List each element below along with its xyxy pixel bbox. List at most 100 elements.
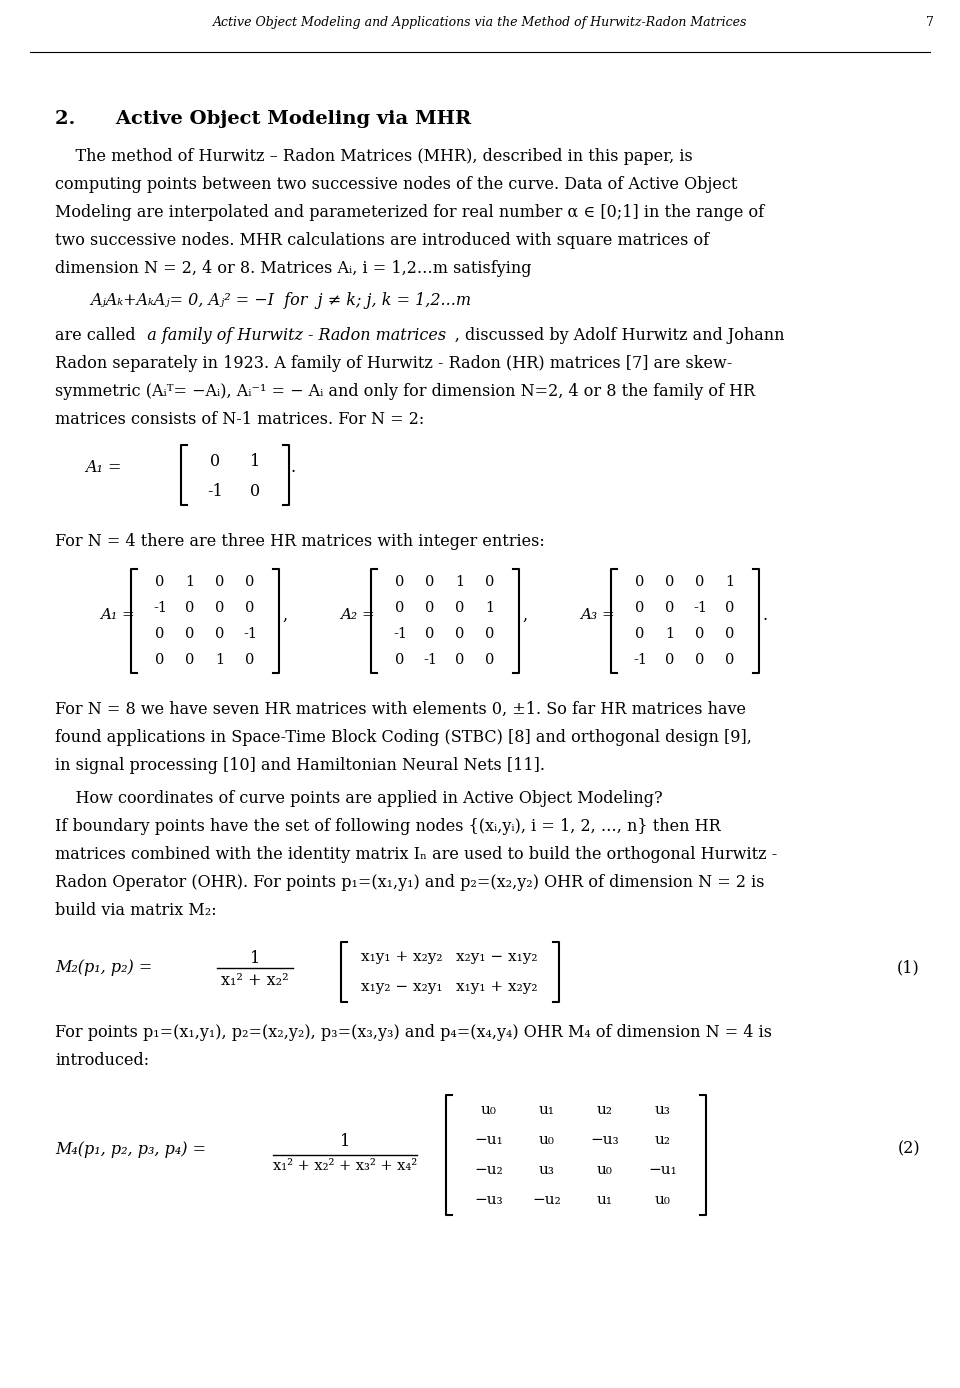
Text: computing points between two successive nodes of the curve. Data of Active Objec: computing points between two successive … [55,176,737,193]
Text: −u₃: −u₃ [590,1133,619,1146]
Text: 0: 0 [726,601,734,615]
Text: 0: 0 [185,652,195,668]
Text: Active Object Modeling and Applications via the Method of Hurwitz-Radon Matrices: Active Object Modeling and Applications … [213,15,747,29]
Text: -1: -1 [423,652,437,668]
Text: dimension N = 2, 4 or 8. Matrices Aᵢ, i = 1,2…m satisfying: dimension N = 2, 4 or 8. Matrices Aᵢ, i … [55,260,532,278]
Text: matrices consists of N-1 matrices. For N = 2:: matrices consists of N-1 matrices. For N… [55,411,424,428]
Text: −u₁: −u₁ [474,1133,503,1146]
Text: x₂y₁ − x₁y₂: x₂y₁ − x₁y₂ [456,949,538,965]
Text: build via matrix M₂:: build via matrix M₂: [55,902,217,919]
Text: 0: 0 [425,575,435,589]
Text: u₁: u₁ [539,1103,555,1117]
Text: x₁y₂ − x₂y₁: x₁y₂ − x₂y₁ [361,980,443,994]
Text: -1: -1 [633,652,647,668]
Text: How coordinates of curve points are applied in Active Object Modeling?: How coordinates of curve points are appl… [55,790,662,806]
Text: -1: -1 [153,601,167,615]
Text: 0: 0 [486,652,494,668]
Text: u₂: u₂ [597,1103,613,1117]
Text: 0: 0 [246,575,254,589]
Text: 0: 0 [636,575,645,589]
Text: 0: 0 [185,627,195,641]
Text: (2): (2) [898,1141,920,1158]
Text: −u₂: −u₂ [474,1163,503,1177]
Text: 2.      Active Object Modeling via MHR: 2. Active Object Modeling via MHR [55,110,471,128]
Text: u₀: u₀ [655,1194,671,1208]
Text: .: . [291,458,296,476]
Text: 0: 0 [210,452,220,471]
Text: are called: are called [55,328,141,344]
Text: symmetric (Aᵢᵀ= −Aᵢ), Aᵢ⁻¹ = − Aᵢ and only for dimension N=2, 4 or 8 the family : symmetric (Aᵢᵀ= −Aᵢ), Aᵢ⁻¹ = − Aᵢ and on… [55,383,756,400]
Text: M₂(p₁, p₂) =: M₂(p₁, p₂) = [55,959,153,977]
Text: x₁y₁ + x₂y₂: x₁y₁ + x₂y₂ [361,949,443,965]
Text: (1): (1) [898,959,920,977]
Text: 0: 0 [396,575,405,589]
Text: For points p₁=(x₁,y₁), p₂=(x₂,y₂), p₃=(x₃,y₃) and p₄=(x₄,y₄) OHR M₄ of dimension: For points p₁=(x₁,y₁), p₂=(x₂,y₂), p₃=(x… [55,1024,772,1041]
Text: .: . [762,607,768,623]
Text: If boundary points have the set of following nodes {(xᵢ,yᵢ), i = 1, 2, …, n} the: If boundary points have the set of follo… [55,818,721,836]
Text: ,: , [282,607,288,623]
Text: 1: 1 [215,652,225,668]
Text: 0: 0 [396,652,405,668]
Text: 0: 0 [726,652,734,668]
Text: 1: 1 [340,1133,350,1151]
Text: 0: 0 [455,652,465,668]
Text: , discussed by Adolf Hurwitz and Johann: , discussed by Adolf Hurwitz and Johann [55,328,784,344]
Text: x₁y₁ + x₂y₂: x₁y₁ + x₂y₂ [456,980,538,994]
Text: -1: -1 [693,601,707,615]
Text: Modeling are interpolated and parameterized for real number α ∈ [0;1] in the ran: Modeling are interpolated and parameteri… [55,204,764,221]
Text: -1: -1 [243,627,257,641]
Text: 0: 0 [215,627,225,641]
Text: 1: 1 [486,601,494,615]
Text: −u₂: −u₂ [533,1194,562,1208]
Text: A₁ =: A₁ = [85,458,121,476]
Text: 0: 0 [215,601,225,615]
Text: 0: 0 [695,575,705,589]
Text: −u₁: −u₁ [649,1163,678,1177]
Text: 0: 0 [665,601,675,615]
Text: For N = 4 there are three HR matrices with integer entries:: For N = 4 there are three HR matrices wi… [55,533,544,550]
Text: A₃ =: A₃ = [580,608,615,622]
Text: 0: 0 [486,575,494,589]
Text: 0: 0 [636,601,645,615]
Text: matrices combined with the identity matrix Iₙ are used to build the orthogonal H: matrices combined with the identity matr… [55,847,778,863]
Text: 1: 1 [726,575,734,589]
Text: -1: -1 [207,483,223,500]
Text: 0: 0 [156,652,165,668]
Text: 0: 0 [246,601,254,615]
Text: a family of Hurwitz - Radon matrices: a family of Hurwitz - Radon matrices [55,328,446,344]
Text: 0: 0 [665,575,675,589]
Text: u₀: u₀ [540,1133,555,1146]
Text: 0: 0 [455,601,465,615]
Text: 0: 0 [215,575,225,589]
Text: in signal processing [10] and Hamiltonian Neural Nets [11].: in signal processing [10] and Hamiltonia… [55,756,545,775]
Text: 0: 0 [665,652,675,668]
Text: 0: 0 [156,575,165,589]
Text: x₁² + x₂² + x₃² + x₄²: x₁² + x₂² + x₃² + x₄² [273,1159,417,1173]
Text: 0: 0 [185,601,195,615]
Text: u₂: u₂ [655,1133,671,1146]
Text: 0: 0 [695,627,705,641]
Text: 0: 0 [425,601,435,615]
Text: found applications in Space-Time Block Coding (STBC) [8] and orthogonal design [: found applications in Space-Time Block C… [55,729,752,745]
Text: A₂ =: A₂ = [340,608,375,622]
Text: Radon separately in 1923. A family of Hurwitz - Radon (HR) matrices [7] are skew: Radon separately in 1923. A family of Hu… [55,355,732,372]
Text: 0: 0 [396,601,405,615]
Text: 0: 0 [425,627,435,641]
Text: 0: 0 [246,652,254,668]
Text: x₁² + x₂²: x₁² + x₂² [221,972,289,990]
Text: For N = 8 we have seven HR matrices with elements 0, ±1. So far HR matrices have: For N = 8 we have seven HR matrices with… [55,701,746,718]
Text: u₁: u₁ [597,1194,613,1208]
Text: Radon Operator (OHR). For points p₁=(x₁,y₁) and p₂=(x₂,y₂) OHR of dimension N = : Radon Operator (OHR). For points p₁=(x₁,… [55,874,764,891]
Text: 0: 0 [156,627,165,641]
Text: 0: 0 [695,652,705,668]
Text: 1: 1 [250,452,260,471]
Text: ,: , [522,607,528,623]
Text: introduced:: introduced: [55,1052,149,1069]
Text: 1: 1 [455,575,465,589]
Text: −u₃: −u₃ [474,1194,503,1208]
Text: A₁ =: A₁ = [100,608,135,622]
Text: u₃: u₃ [540,1163,555,1177]
Text: 0: 0 [250,483,260,500]
Text: 1: 1 [665,627,675,641]
Text: The method of Hurwitz – Radon Matrices (MHR), described in this paper, is: The method of Hurwitz – Radon Matrices (… [55,149,693,165]
